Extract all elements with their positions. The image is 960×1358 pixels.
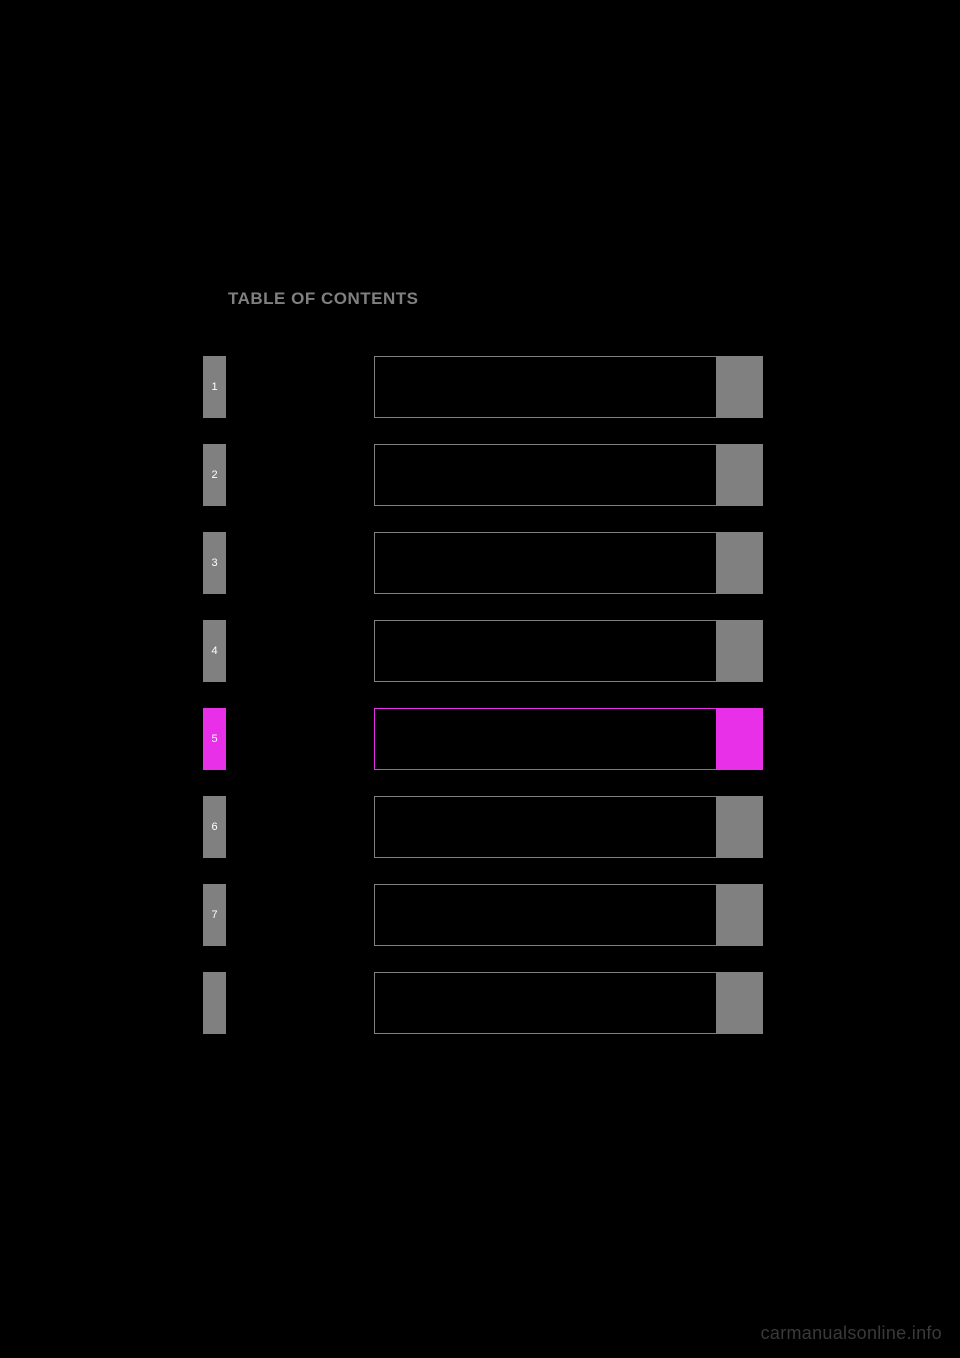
section-box-main [374,444,716,506]
section-box-main [374,532,716,594]
section-box-main [374,884,716,946]
section-box[interactable] [374,444,763,506]
section-box[interactable] [374,796,763,858]
toc-row[interactable]: 5 [203,708,763,770]
section-box-endcap [716,972,763,1034]
section-box[interactable] [374,356,763,418]
section-tab[interactable]: 4 [203,620,226,682]
toc-row[interactable] [203,972,763,1034]
section-tab[interactable] [203,972,226,1034]
toc-row[interactable]: 2 [203,444,763,506]
row-gap [226,532,374,594]
section-box[interactable] [374,884,763,946]
toc-row[interactable]: 4 [203,620,763,682]
section-box-main [374,620,716,682]
row-gap [226,796,374,858]
page-title: TABLE OF CONTENTS [228,289,418,309]
section-box[interactable] [374,972,763,1034]
section-box[interactable] [374,708,763,770]
row-gap [226,620,374,682]
section-tab[interactable]: 6 [203,796,226,858]
section-box-endcap [716,620,763,682]
row-gap [226,884,374,946]
row-gap [226,444,374,506]
row-gap [226,356,374,418]
section-box-endcap [716,884,763,946]
section-tab[interactable]: 1 [203,356,226,418]
toc-row[interactable]: 6 [203,796,763,858]
toc-row[interactable]: 3 [203,532,763,594]
section-tab[interactable]: 5 [203,708,226,770]
toc-rows: 1 2 3 4 5 6 7 [203,356,763,1060]
toc-row[interactable]: 1 [203,356,763,418]
section-box-endcap [716,444,763,506]
section-box-endcap [716,356,763,418]
section-box-main [374,708,716,770]
section-box-endcap [716,796,763,858]
section-box[interactable] [374,532,763,594]
section-tab[interactable]: 3 [203,532,226,594]
section-box-endcap [716,708,763,770]
section-tab[interactable]: 2 [203,444,226,506]
toc-row[interactable]: 7 [203,884,763,946]
watermark-text: carmanualsonline.info [761,1323,942,1344]
row-gap [226,708,374,770]
row-gap [226,972,374,1034]
section-box-main [374,796,716,858]
section-tab[interactable]: 7 [203,884,226,946]
section-box-endcap [716,532,763,594]
section-box[interactable] [374,620,763,682]
section-box-main [374,356,716,418]
section-box-main [374,972,716,1034]
